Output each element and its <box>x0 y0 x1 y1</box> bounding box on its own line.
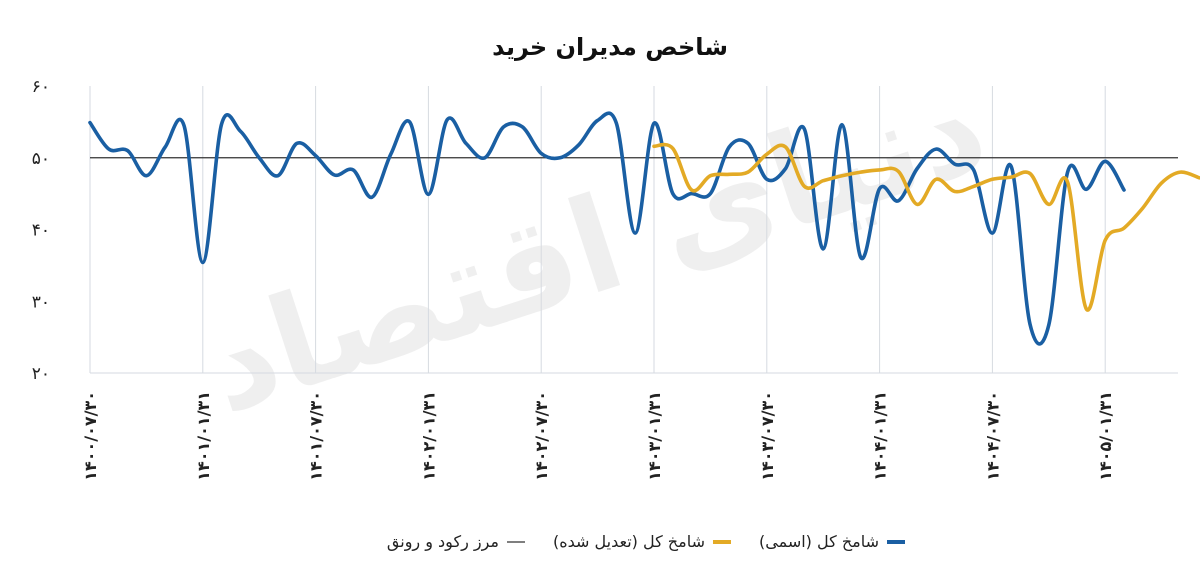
y-axis: ۶۰ ۵۰ ۴۰ ۳۰ ۲۰ <box>32 77 50 384</box>
watermark-text: دنیای اقتصاد <box>188 49 1004 443</box>
legend-label-1: شامخ کل (تعدیل شده) <box>553 532 705 552</box>
x-tick-label: ۱۴۰۲/۰۱/۳۱ <box>419 391 438 481</box>
chart-title: شاخص مدیران خرید <box>492 33 728 61</box>
x-tick-label: ۱۴۰۳/۰۱/۳۱ <box>645 391 664 481</box>
series-group <box>88 111 1200 346</box>
x-axis: ۱۴۰۰/۰۷/۳۰ ۱۴۰۱/۰۱/۳۱ ۱۴۰۱/۰۷/۳۰ ۱۴۰۲/۰۱/۳۱… <box>81 391 1115 481</box>
legend: شامخ کل (اسمی) شامخ کل (تعدیل شده) مرز رکو… <box>387 532 905 552</box>
legend-label-2: مرز رکود و رونق <box>387 532 499 552</box>
y-tick-label: ۳۰ <box>32 292 50 312</box>
y-tick-label: ۵۰ <box>32 149 50 169</box>
y-tick-label: ۲۰ <box>32 364 50 384</box>
x-tick-label: ۱۴۰۰/۰۷/۳۰ <box>81 391 100 481</box>
x-tick-label: ۱۴۰۱/۰۱/۳۱ <box>194 391 213 481</box>
series-line-adjusted <box>652 142 1200 312</box>
x-tick-label: ۱۴۰۱/۰۷/۳۰ <box>307 391 326 481</box>
grid-lines <box>89 86 1178 374</box>
x-tick-label: ۱۴۰۴/۰۷/۳۰ <box>983 391 1002 481</box>
series-line-nominal <box>88 111 1126 346</box>
y-tick-label: ۴۰ <box>32 221 50 241</box>
x-tick-label: ۱۴۰۲/۰۷/۳۰ <box>532 391 551 481</box>
x-tick-label: ۱۴۰۴/۰۱/۳۱ <box>871 391 890 481</box>
y-tick-label: ۶۰ <box>32 77 50 97</box>
legend-label-0: شامخ کل (اسمی) <box>759 532 879 552</box>
x-tick-label: ۱۴۰۵/۰۱/۳۱ <box>1096 391 1115 481</box>
x-tick-label: ۱۴۰۳/۰۷/۳۰ <box>758 391 777 481</box>
